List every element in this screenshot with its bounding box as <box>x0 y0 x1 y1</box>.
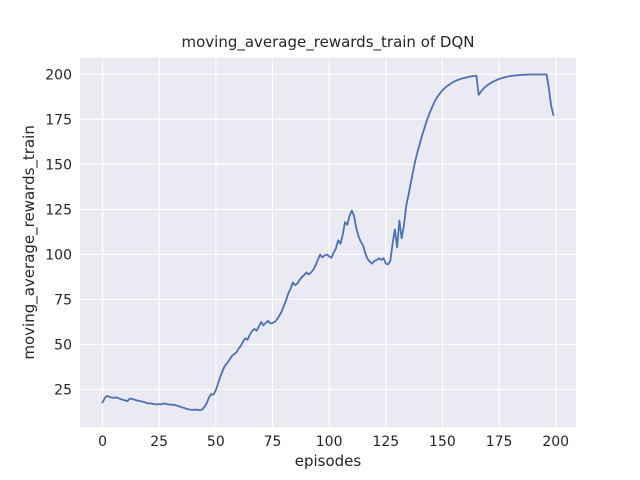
x-tick-label: 100 <box>316 434 343 450</box>
x-tick-label: 75 <box>264 434 282 450</box>
y-tick-label: 50 <box>54 337 72 353</box>
y-axis-label: moving_average_rewards_train <box>20 125 39 359</box>
y-tick-label: 125 <box>45 202 72 218</box>
y-tick-label: 75 <box>54 292 72 308</box>
x-tick-label: 175 <box>486 434 513 450</box>
x-tick-label: 150 <box>429 434 456 450</box>
reward-series-line <box>101 73 555 412</box>
x-axis-label: episodes <box>295 452 362 470</box>
y-tick-label: 25 <box>54 382 72 398</box>
x-tick-label: 50 <box>207 434 225 450</box>
x-tick-label: 25 <box>150 434 168 450</box>
y-tick-label: 175 <box>45 112 72 128</box>
y-tick-label: 150 <box>45 157 72 173</box>
x-tick-label: 200 <box>542 434 569 450</box>
y-tick-label: 100 <box>45 247 72 263</box>
x-tick-label: 0 <box>98 434 107 450</box>
y-tick-labels: 25 50 75 100 125 150 175 200 <box>45 67 72 398</box>
x-tick-labels: 0 25 50 75 100 125 150 175 200 <box>98 434 569 450</box>
x-tick-label: 125 <box>372 434 399 450</box>
chart-title: moving_average_rewards_train of DQN <box>181 33 474 52</box>
y-tick-label: 200 <box>45 67 72 83</box>
plot-background <box>80 57 576 428</box>
